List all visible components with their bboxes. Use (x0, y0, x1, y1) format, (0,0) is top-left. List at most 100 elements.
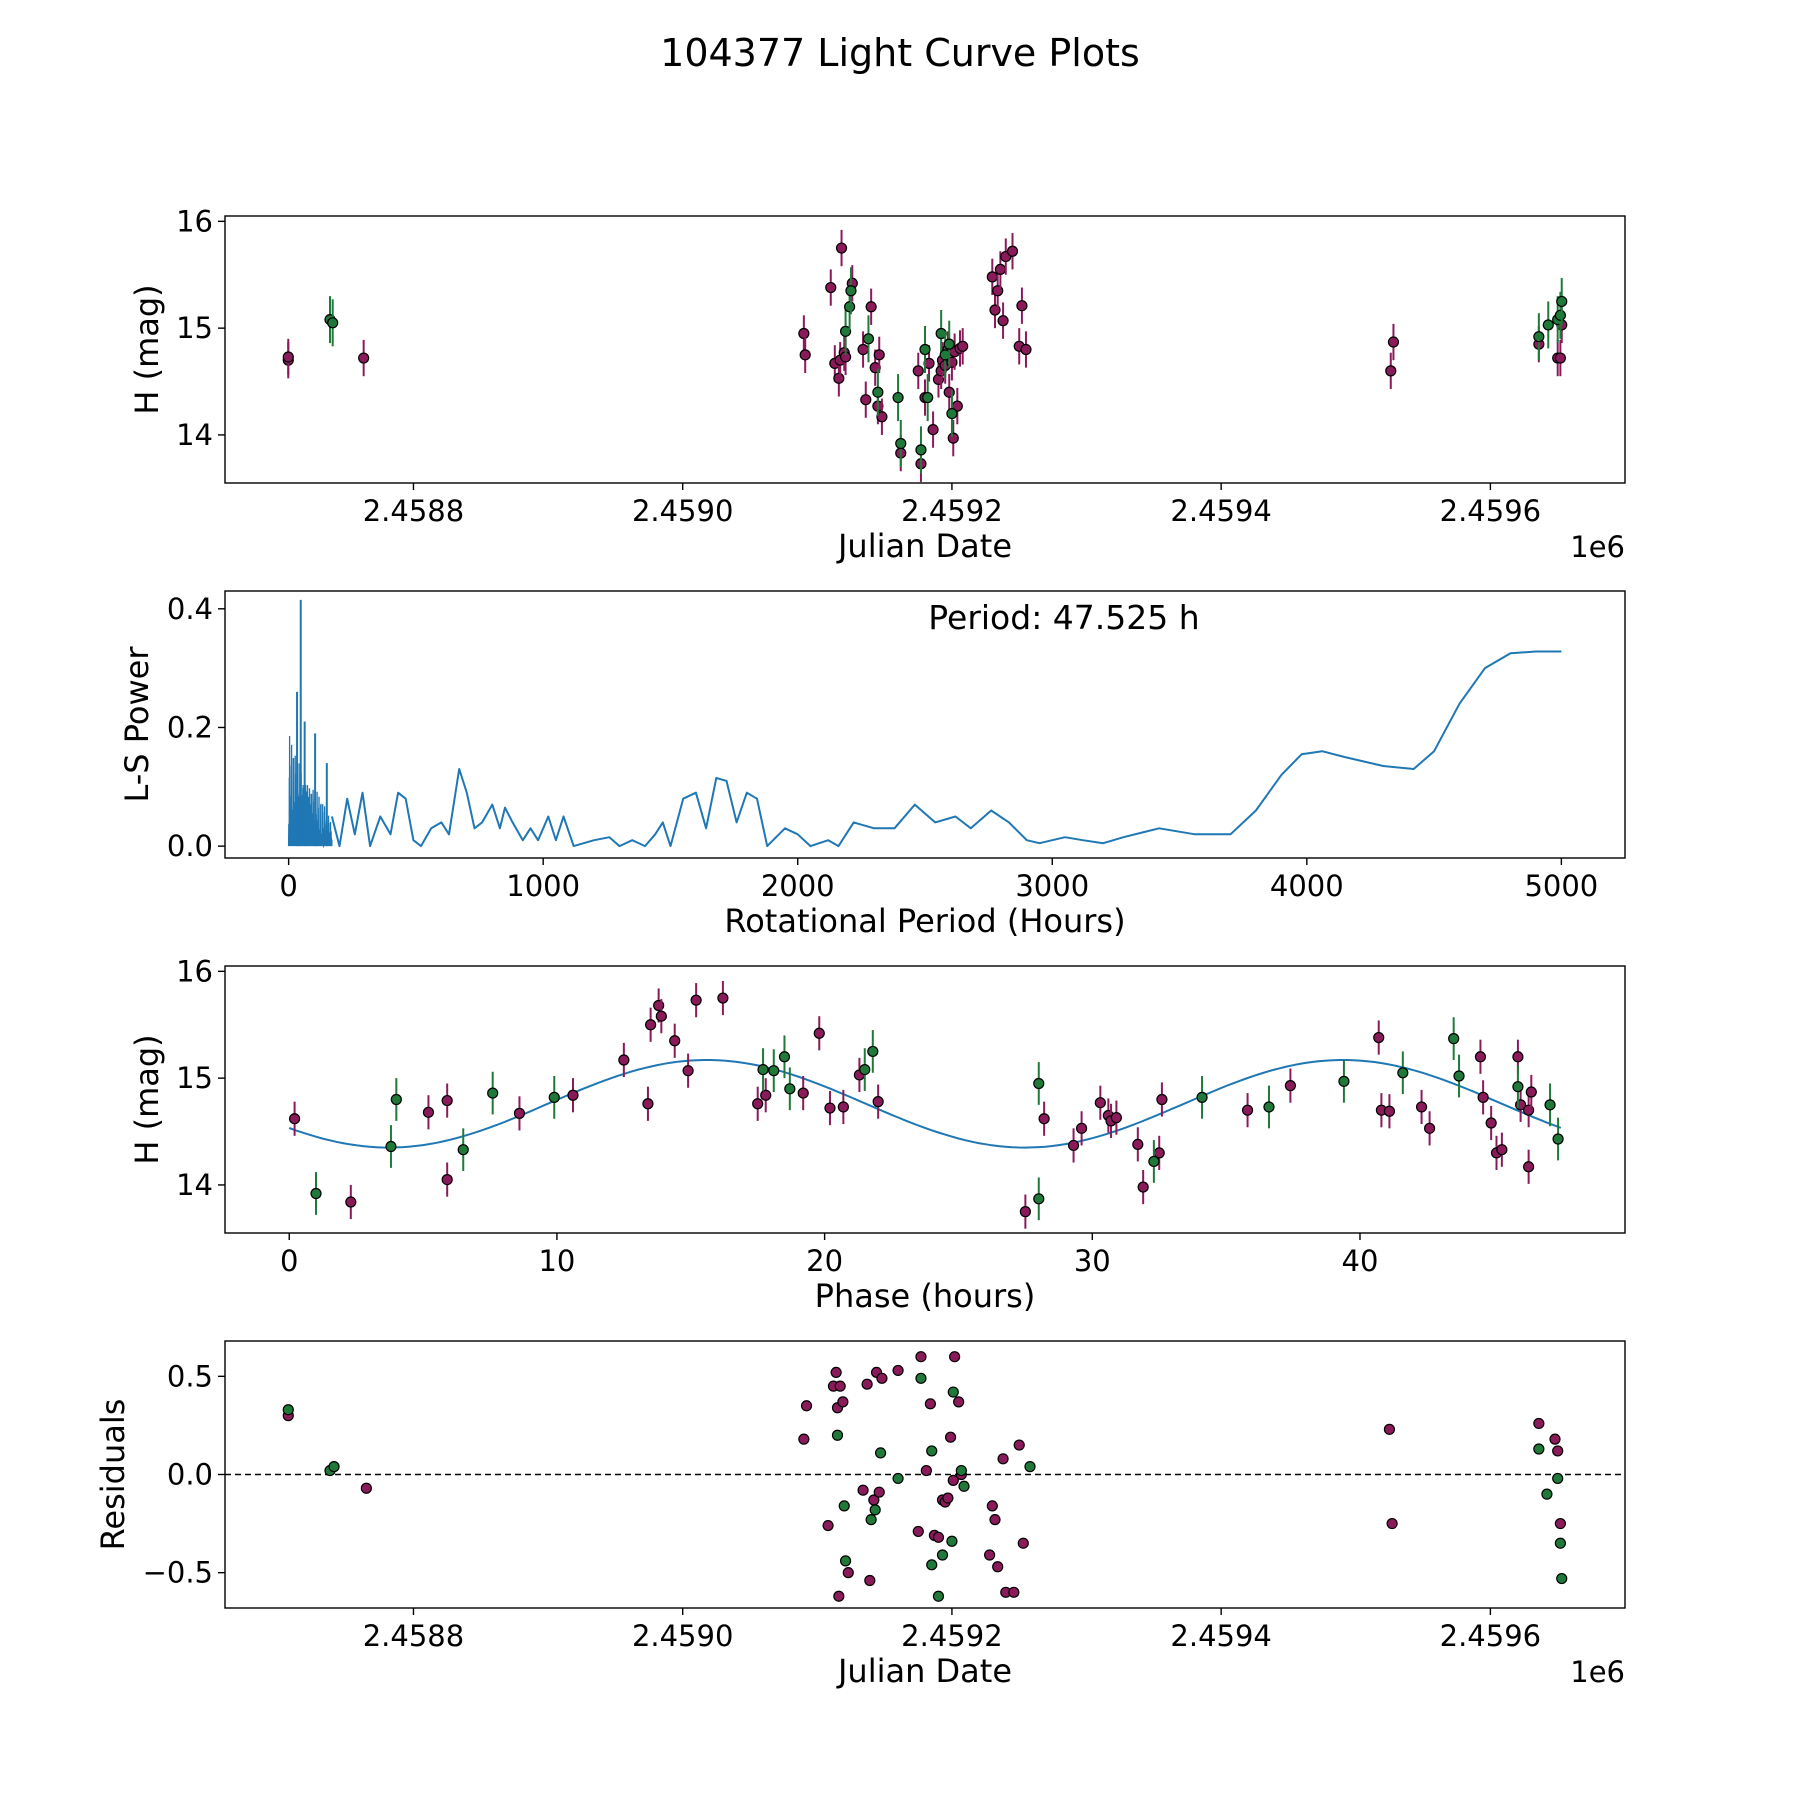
purple-data-point (876, 1372, 888, 1384)
y-tick-label: 0.2 (167, 710, 213, 744)
y-tick-label: 16 (176, 204, 213, 238)
green-data-point (328, 1461, 340, 1473)
purple-data-point (1373, 1031, 1385, 1044)
purple-data-point (920, 1464, 932, 1477)
purple-data-point (345, 1196, 357, 1208)
green-data-point (1552, 1472, 1564, 1485)
purple-data-point (1477, 1091, 1489, 1103)
purple-data-point (1383, 1423, 1396, 1435)
x-tick-label: 0 (279, 869, 297, 903)
purple-data-point (1019, 1206, 1031, 1218)
purple-data-point (1387, 336, 1400, 348)
purple-data-point (1110, 1112, 1122, 1124)
y-tick-label: 0.0 (167, 1458, 213, 1492)
x-tick-label: 30 (1074, 1244, 1111, 1278)
green-data-point (1148, 1155, 1160, 1168)
green-data-point (859, 1063, 871, 1076)
purple-data-point (800, 1400, 813, 1412)
purple-data-point (1496, 1144, 1508, 1156)
green-data-point (958, 1480, 970, 1492)
purple-data-point (1038, 1113, 1050, 1125)
residuals-ylabel: Residuals (94, 1399, 132, 1551)
residuals-ticks: 2.4588 2.4590 2.4592 2.4594 2.4596 −0.5 0.0 0.5 (143, 1359, 1542, 1653)
purple-data-point (642, 1098, 654, 1110)
x-tick-label: 5000 (1524, 869, 1598, 903)
green-data-point (1024, 1461, 1036, 1473)
lightcurve-ticks: 2.4588 2.4590 2.4592 2.4594 2.4596 14 15 16 (176, 204, 1541, 528)
green-data-point (1542, 319, 1554, 331)
purple-data-point (1094, 1097, 1106, 1109)
phased-frame (224, 965, 1626, 1234)
purple-data-point (1554, 1517, 1566, 1530)
purple-data-point (645, 1019, 657, 1031)
green-data-point (936, 1549, 949, 1561)
green-data-point (548, 1091, 560, 1103)
purple-data-point (1549, 1433, 1561, 1445)
purple-data-point (837, 1101, 849, 1113)
periodogram-ylabel: L-S Power (118, 646, 156, 803)
phased-xlabel: Phase (hours) (815, 1277, 1036, 1315)
green-data-point (385, 1140, 397, 1153)
purple-data-point (798, 1433, 810, 1445)
green-data-point (831, 1429, 844, 1441)
purple-data-point (360, 1482, 372, 1494)
x-tick-label: 40 (1342, 1244, 1379, 1278)
purple-data-point (1533, 1417, 1545, 1430)
green-data-point (869, 1504, 881, 1516)
purple-data-point (798, 327, 810, 340)
lightcurve-xlabel: Julian Date (836, 527, 1012, 565)
purple-data-point (1383, 1105, 1396, 1117)
green-data-point (892, 1472, 904, 1485)
purple-data-point (824, 1102, 836, 1114)
green-data-point (955, 1464, 967, 1477)
periodogram-dense-line (287, 735, 333, 849)
purple-data-point (1016, 300, 1028, 312)
x-tick-label: 2.4594 (1170, 1619, 1271, 1653)
purple-data-point (989, 1514, 1001, 1526)
purple-data-point (830, 1366, 842, 1379)
purple-data-point (927, 424, 939, 436)
purple-data-point (1525, 1086, 1537, 1098)
purple-data-point (984, 1549, 996, 1561)
green-data-point (784, 1083, 796, 1095)
purple-data-point (422, 1106, 435, 1118)
x-tick-label: 2.4590 (632, 1619, 733, 1653)
purple-data-point (953, 1396, 965, 1408)
x-tick-label: 20 (806, 1244, 843, 1278)
y-tick-label: 0.5 (167, 1359, 213, 1393)
green-data-point (1556, 295, 1568, 308)
periodogram-line (330, 650, 1562, 848)
green-data-point (487, 1087, 499, 1099)
purple-data-point (813, 1027, 825, 1039)
purple-data-point (833, 1590, 845, 1602)
purple-data-point (1523, 1161, 1535, 1173)
x-tick-label: 0 (280, 1244, 298, 1278)
y-tick-label: 0.4 (167, 592, 213, 626)
green-data-point (932, 1590, 945, 1602)
purple-data-point (1132, 1138, 1144, 1150)
x-tick-label: 3000 (1015, 869, 1089, 903)
green-data-point (757, 1063, 769, 1076)
residuals-panel: 2.4588 2.4590 2.4592 2.4594 2.4596 −0.5 0.0 0.5… (94, 1340, 1626, 1690)
purple-data-point (1385, 365, 1397, 377)
purple-data-point (441, 1173, 453, 1186)
purple-data-point (912, 1525, 924, 1538)
purple-data-point (690, 994, 702, 1006)
green-data-point (919, 343, 931, 356)
purple-data-point (912, 365, 924, 377)
purple-data-point (682, 1065, 694, 1077)
green-data-point (845, 285, 857, 297)
green-data-point (862, 333, 875, 345)
purple-data-point (944, 1431, 957, 1443)
lightcurve-plot-area (282, 229, 1568, 482)
green-data-point (1556, 1572, 1568, 1585)
phased-ylabel: H (mag) (128, 1034, 166, 1164)
purple-data-point (1156, 1093, 1168, 1106)
purple-data-point (567, 1089, 579, 1101)
purple-data-point (1020, 343, 1032, 356)
green-data-point (1554, 309, 1566, 321)
green-data-point (874, 1447, 887, 1459)
green-data-point (915, 444, 927, 456)
purple-data-point (992, 285, 1004, 297)
green-data-point (943, 338, 955, 350)
